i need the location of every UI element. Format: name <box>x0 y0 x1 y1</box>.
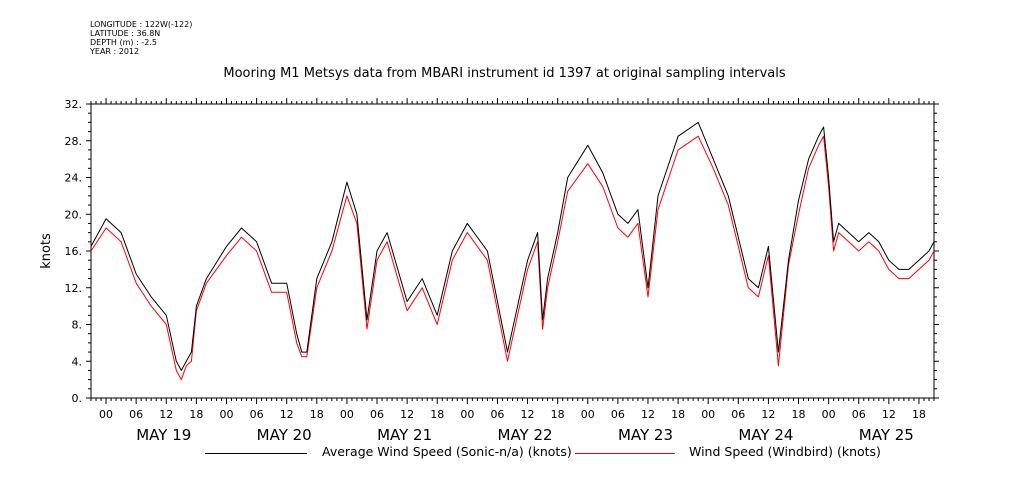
y-tick-label: 0. <box>72 392 83 405</box>
x-hour-label: 18 <box>430 408 444 421</box>
x-hour-label: 06 <box>731 408 745 421</box>
x-hour-label: 06 <box>490 408 504 421</box>
metadata-block: LONGITUDE : 122W(-122) LATITUDE : 36.8N … <box>90 20 192 56</box>
x-date-label: MAY 24 <box>738 426 793 444</box>
x-hour-label: 12 <box>280 408 294 421</box>
x-hour-label: 12 <box>761 408 775 421</box>
x-date-label: MAY 22 <box>498 426 553 444</box>
x-hour-label: 12 <box>521 408 535 421</box>
x-hour-label: 00 <box>460 408 474 421</box>
y-tick-label: 20. <box>65 208 83 221</box>
x-hour-label: 06 <box>250 408 264 421</box>
legend-swatch-windbird <box>575 453 675 454</box>
y-tick-label: 28. <box>65 135 83 148</box>
x-hour-label: 00 <box>99 408 113 421</box>
longitude-label: LONGITUDE : 122W(-122) <box>90 20 193 29</box>
latitude-label: LATITUDE : 36.8N <box>90 29 161 38</box>
series-line-sonic <box>90 121 935 371</box>
y-tick-label: 12. <box>65 282 83 295</box>
x-hour-label: 18 <box>310 408 324 421</box>
x-hour-label: 18 <box>792 408 806 421</box>
x-hour-label: 12 <box>400 408 414 421</box>
x-date-label: MAY 25 <box>859 426 914 444</box>
x-hour-label: 00 <box>701 408 715 421</box>
chart-title: Mooring M1 Metsys data from MBARI instru… <box>223 66 786 81</box>
x-hour-label: 00 <box>581 408 595 421</box>
legend-swatch-sonic <box>205 453 307 454</box>
y-tick-label: 4. <box>72 355 83 368</box>
y-tick-label: 16. <box>65 245 83 258</box>
x-date-label: MAY 19 <box>136 426 191 444</box>
x-hour-label: 18 <box>189 408 203 421</box>
depth-label: DEPTH (m) : -2.5 <box>90 38 157 47</box>
legend: Average Wind Speed (Sonic-n/a) (knots) W… <box>0 444 1009 464</box>
x-hour-label: 12 <box>159 408 173 421</box>
x-hour-label: 00 <box>822 408 836 421</box>
x-hour-label: 06 <box>370 408 384 421</box>
x-hour-label: 06 <box>129 408 143 421</box>
x-hour-label: 06 <box>611 408 625 421</box>
y-axis-label: knots <box>39 233 54 269</box>
y-tick-label: 32. <box>65 98 83 111</box>
legend-label-sonic: Average Wind Speed (Sonic-n/a) (knots) <box>322 444 572 459</box>
plot-frame <box>90 103 935 399</box>
y-tick-label: 24. <box>65 172 83 185</box>
x-date-label: MAY 21 <box>377 426 432 444</box>
x-hour-label: 18 <box>671 408 685 421</box>
x-hour-label: 18 <box>912 408 926 421</box>
legend-label-windbird: Wind Speed (Windbird) (knots) <box>689 444 881 459</box>
year-label: YEAR : 2012 <box>90 47 140 56</box>
x-hour-label: 06 <box>852 408 866 421</box>
y-tick-label: 8. <box>72 319 83 332</box>
series-line-windbird <box>90 135 935 381</box>
x-date-label: MAY 23 <box>618 426 673 444</box>
x-hour-label: 18 <box>551 408 565 421</box>
x-date-label: MAY 20 <box>257 426 312 444</box>
x-hour-label: 00 <box>219 408 233 421</box>
x-hour-label: 12 <box>641 408 655 421</box>
x-hour-label: 12 <box>882 408 896 421</box>
x-hour-label: 00 <box>340 408 354 421</box>
